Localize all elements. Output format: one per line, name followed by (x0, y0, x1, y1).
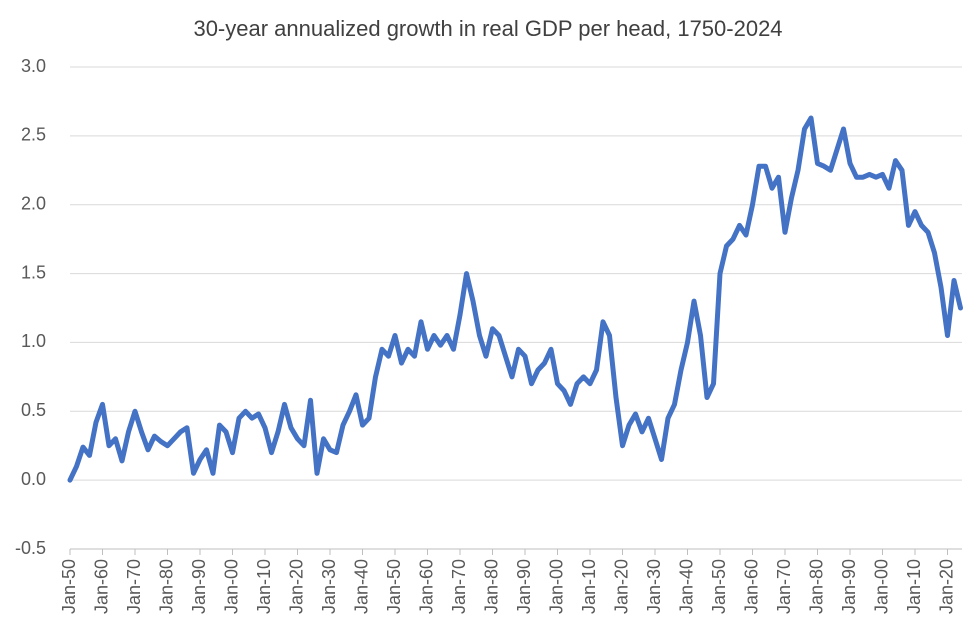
x-tick-label: Jan-50 (384, 559, 404, 614)
x-tick-label: Jan-00 (546, 559, 566, 614)
y-tick-label: 2.5 (21, 125, 46, 145)
x-tick-label: Jan-50 (709, 559, 729, 614)
x-tick-label: Jan-00 (871, 559, 891, 614)
x-tick-label: Jan-70 (449, 559, 469, 614)
x-tick-label: Jan-20 (611, 559, 631, 614)
y-tick-label: -0.5 (15, 538, 46, 558)
y-tick-label: 3.0 (21, 56, 46, 76)
x-tick-label: Jan-90 (514, 559, 534, 614)
x-tick-label: Jan-40 (351, 559, 371, 614)
chart-title: 30-year annualized growth in real GDP pe… (193, 16, 782, 41)
y-tick-label: 1.0 (21, 331, 46, 351)
x-tick-label: Jan-40 (676, 559, 696, 614)
x-tick-label: Jan-80 (481, 559, 501, 614)
x-tick-label: Jan-80 (806, 559, 826, 614)
x-tick-label: Jan-80 (156, 559, 176, 614)
x-tick-label: Jan-10 (904, 559, 924, 614)
x-tick-label: Jan-90 (189, 559, 209, 614)
x-tick-label: Jan-30 (644, 559, 664, 614)
x-tick-label: Jan-30 (319, 559, 339, 614)
x-tick-label: Jan-60 (741, 559, 761, 614)
x-tick-label: Jan-90 (839, 559, 859, 614)
x-tick-label: Jan-10 (254, 559, 274, 614)
x-tick-label: Jan-60 (91, 559, 111, 614)
x-tick-label: Jan-20 (286, 559, 306, 614)
x-tick-label: Jan-00 (221, 559, 241, 614)
x-tick-label: Jan-70 (774, 559, 794, 614)
x-tick-label: Jan-20 (936, 559, 956, 614)
x-tick-label: Jan-10 (579, 559, 599, 614)
x-tick-label: Jan-70 (124, 559, 144, 614)
x-tick-label: Jan-60 (416, 559, 436, 614)
x-tick-label: Jan-50 (59, 559, 79, 614)
y-tick-label: 1.5 (21, 262, 46, 282)
y-tick-label: 0.0 (21, 469, 46, 489)
y-tick-label: 2.0 (21, 193, 46, 213)
y-tick-label: 0.5 (21, 400, 46, 420)
data-line (67, 115, 963, 483)
